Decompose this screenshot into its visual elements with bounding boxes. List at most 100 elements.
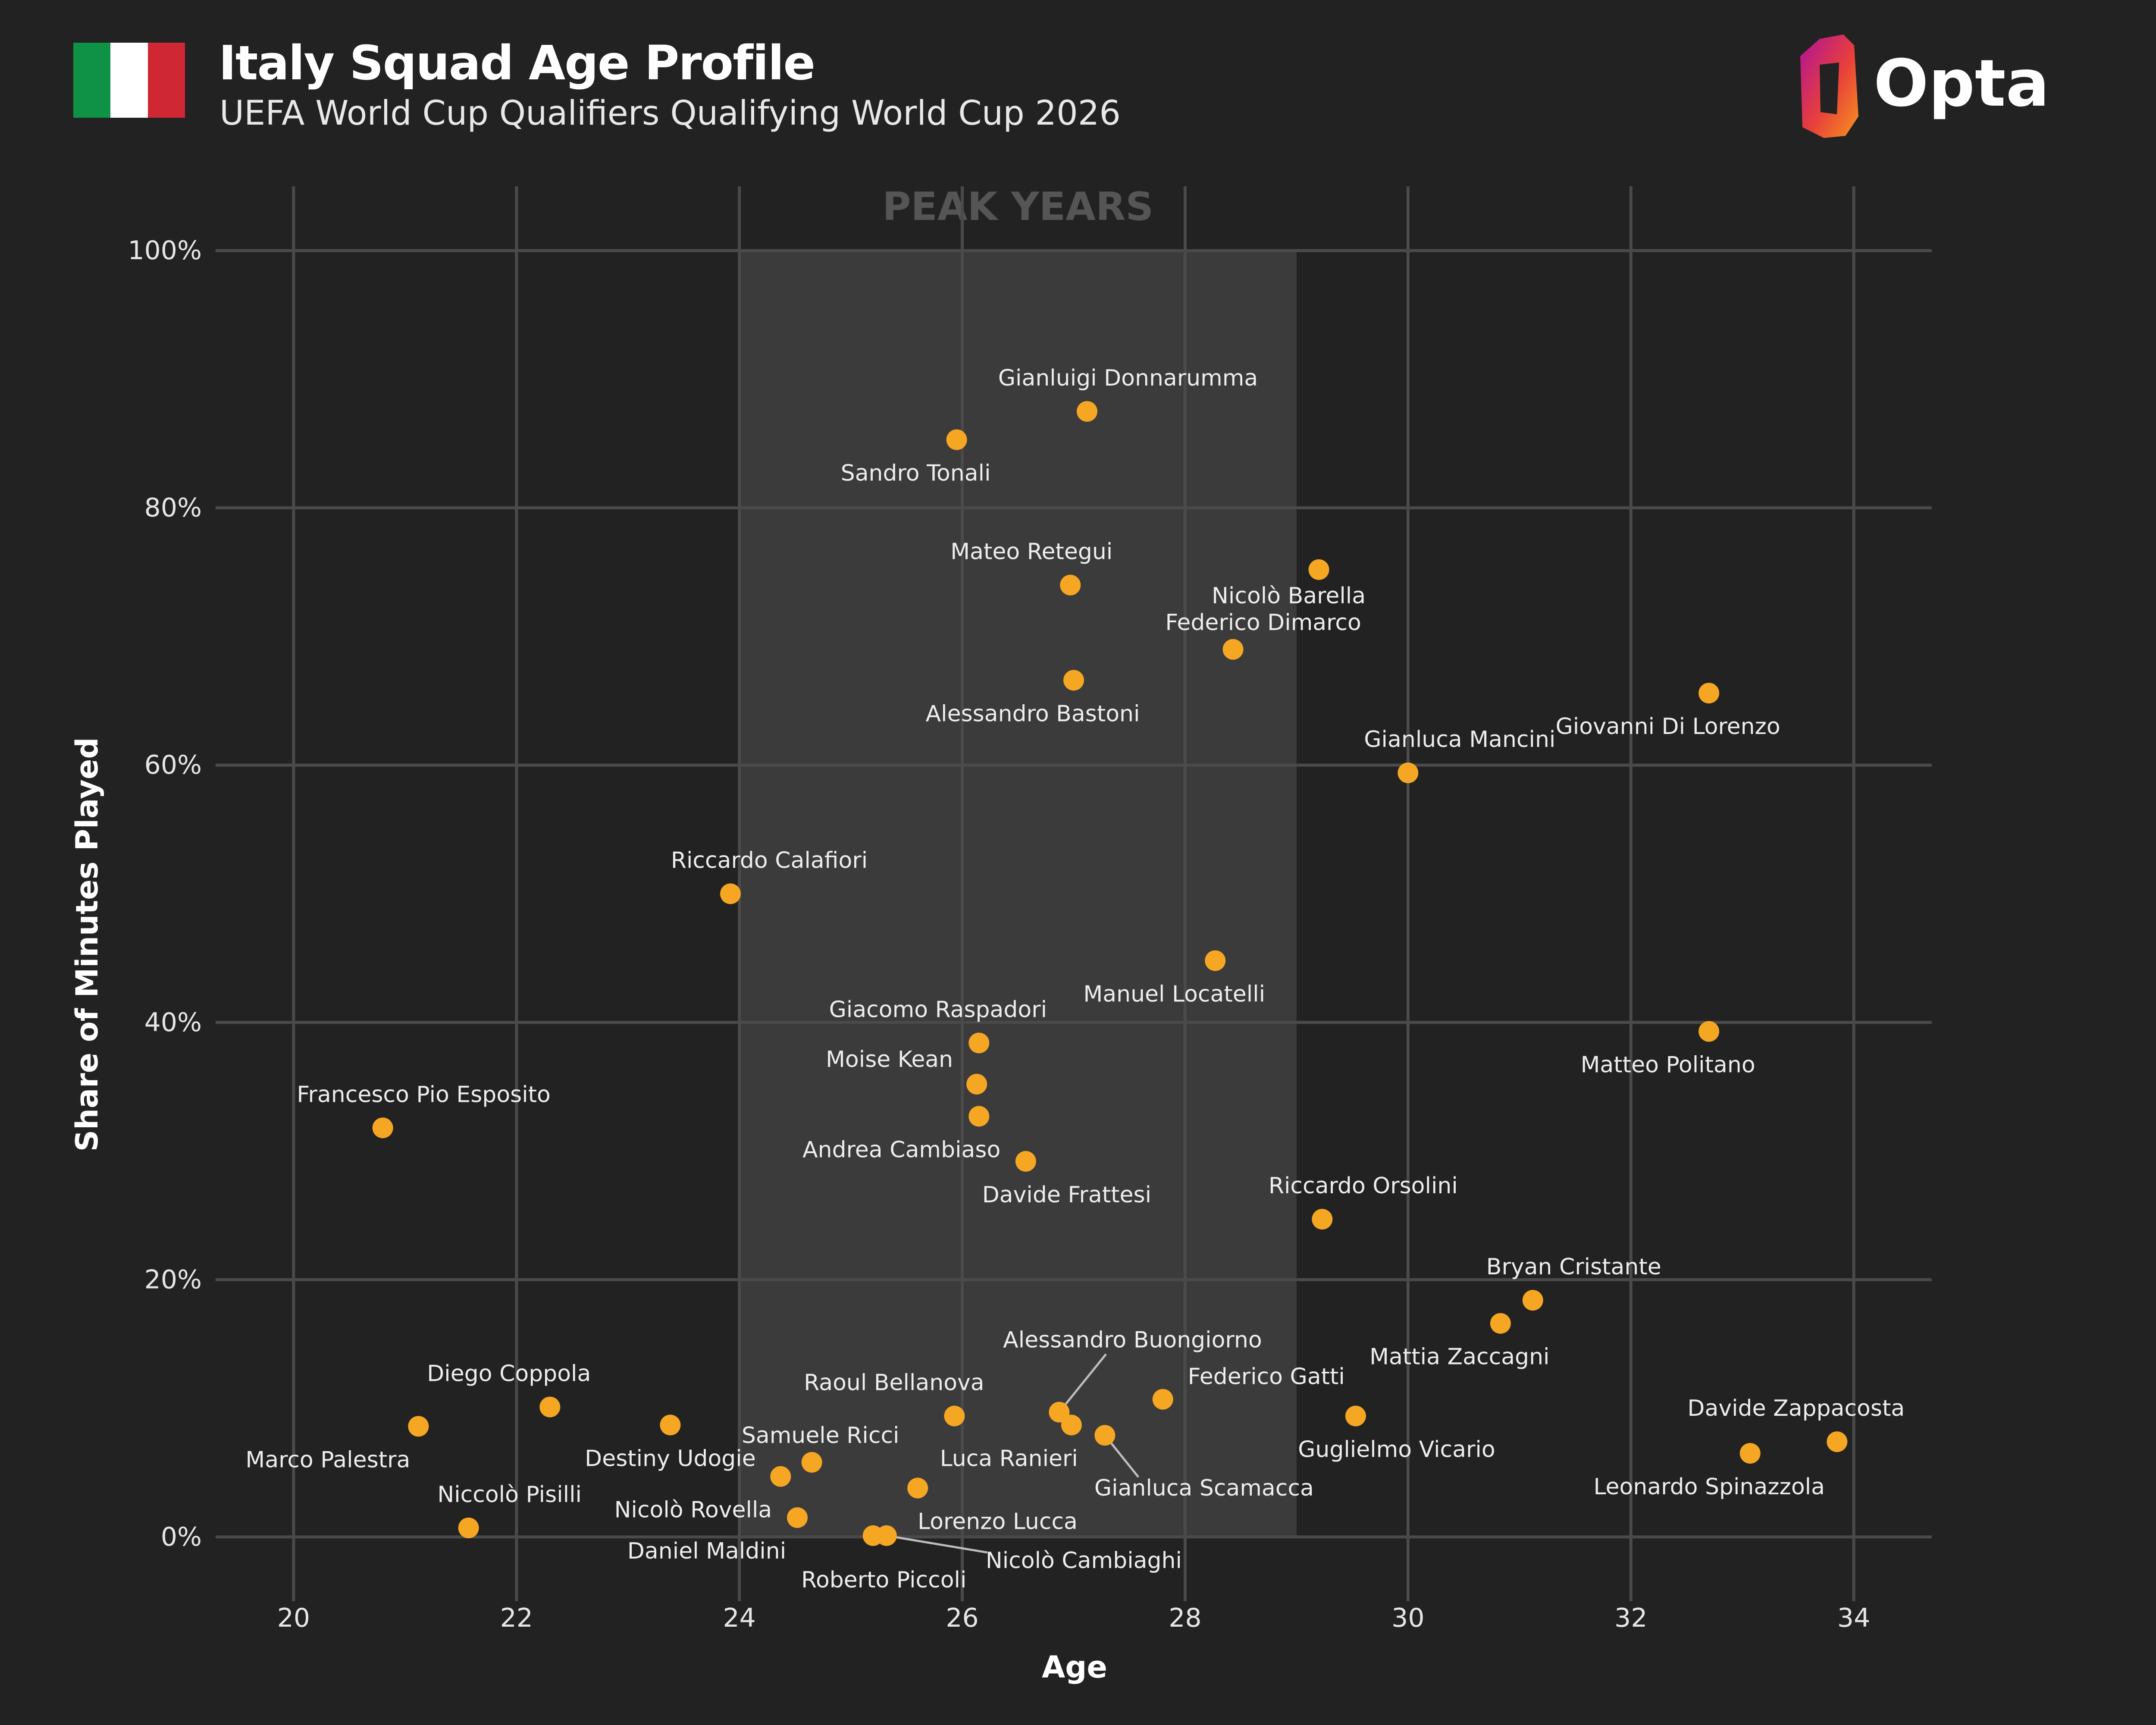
data-point	[1490, 1313, 1511, 1334]
data-point	[876, 1525, 897, 1546]
data-label: Destiny Udogie	[585, 1446, 756, 1471]
y-tick-label: 80%	[144, 493, 202, 523]
data-label: Leonardo Spinazzola	[1593, 1474, 1825, 1500]
x-tick-label: 28	[1169, 1603, 1201, 1633]
data-point	[801, 1452, 822, 1473]
data-label: Luca Ranieri	[940, 1446, 1078, 1471]
data-label: Davide Zappacosta	[1687, 1396, 1905, 1421]
flag-white-stripe	[110, 43, 148, 118]
data-point	[1398, 762, 1419, 784]
x-tick-label: 30	[1391, 1603, 1424, 1633]
grid-layer	[216, 186, 1932, 1601]
data-label: Davide Frattesi	[982, 1182, 1151, 1208]
data-point	[787, 1507, 808, 1528]
data-point	[1152, 1389, 1173, 1410]
data-point	[1698, 683, 1720, 704]
data-point	[1063, 670, 1084, 691]
data-point	[968, 1106, 990, 1127]
data-point	[1739, 1443, 1761, 1464]
y-tick-label: 0%	[161, 1522, 202, 1552]
tick-label-layer: 0% 20% 40% 60% 80% 100% 20 22 24 26 28 30 32 34	[128, 235, 1870, 1633]
data-label: Guglielmo Vicario	[1298, 1436, 1495, 1462]
y-tick-label: 60%	[144, 750, 202, 780]
peak-years-band	[739, 251, 1297, 1537]
data-label: Alessandro Buongiorno	[1003, 1327, 1262, 1353]
data-point	[1827, 1431, 1848, 1452]
data-label: Diego Coppola	[427, 1361, 591, 1387]
data-label: Mattia Zaccagni	[1369, 1344, 1549, 1370]
data-point	[1698, 1021, 1720, 1042]
data-label: Alessandro Bastoni	[926, 701, 1140, 727]
x-tick-label: 32	[1614, 1603, 1647, 1633]
data-label: Nicolò Barella	[1212, 583, 1366, 609]
flag-red-stripe	[147, 43, 185, 118]
data-label: Matteo Politano	[1581, 1052, 1755, 1078]
x-tick-label: 24	[723, 1603, 755, 1633]
x-tick-label: 22	[500, 1603, 533, 1633]
data-label: Federico Gatti	[1188, 1364, 1345, 1390]
data-point	[968, 1032, 990, 1054]
peak-years-band-layer: PEAK YEARS	[739, 184, 1297, 1537]
data-point	[660, 1414, 681, 1436]
data-label: Roberto Piccoli	[801, 1567, 966, 1593]
data-point	[408, 1416, 429, 1437]
data-point	[1522, 1290, 1543, 1311]
data-label: Andrea Cambiaso	[802, 1137, 1000, 1163]
data-label: Moise Kean	[826, 1047, 953, 1073]
y-tick-label: 20%	[144, 1264, 202, 1295]
data-point	[966, 1073, 987, 1095]
data-point	[539, 1396, 561, 1418]
data-point	[1049, 1402, 1070, 1423]
x-tick-label: 34	[1837, 1603, 1870, 1633]
data-label: Sandro Tonali	[841, 461, 991, 486]
data-label: Gianluigi Donnarumma	[998, 365, 1258, 391]
data-label: Riccardo Orsolini	[1269, 1173, 1458, 1199]
y-axis-title: Share of Minutes Played	[69, 737, 105, 1152]
data-label: Federico Dimarco	[1165, 610, 1361, 636]
data-label: Riccardo Calafiori	[671, 848, 868, 874]
data-point	[944, 1405, 965, 1427]
data-label: Daniel Maldini	[627, 1538, 786, 1564]
data-label: Bryan Cristante	[1486, 1254, 1661, 1280]
data-point	[770, 1466, 791, 1487]
chart-subtitle: UEFA World Cup Qualifiers Qualifying Wor…	[219, 94, 1121, 133]
x-tick-label: 20	[277, 1603, 310, 1633]
data-label: Marco Palestra	[245, 1447, 410, 1473]
data-point	[1015, 1151, 1036, 1172]
data-point	[1094, 1425, 1116, 1446]
data-label: Gianluca Scamacca	[1094, 1475, 1314, 1501]
data-point	[1345, 1405, 1366, 1427]
data-label: Raoul Bellanova	[804, 1370, 984, 1396]
data-label: Mateo Retegui	[950, 539, 1112, 565]
leader-line	[1058, 1353, 1107, 1413]
data-label: Niccolò Pisilli	[437, 1482, 582, 1508]
leader-line	[886, 1534, 988, 1554]
data-point	[1312, 1209, 1333, 1230]
data-point	[1308, 559, 1329, 580]
italy-flag	[73, 43, 185, 118]
data-point	[946, 429, 967, 450]
data-label: Nicolò Rovella	[614, 1497, 772, 1523]
data-label: Giovanni Di Lorenzo	[1555, 714, 1780, 740]
data-point	[458, 1517, 479, 1538]
data-point	[1060, 574, 1081, 596]
data-point	[907, 1477, 928, 1499]
data-label: Samuele Ricci	[742, 1423, 899, 1449]
data-label: Manuel Locatelli	[1083, 982, 1265, 1007]
opta-logo-text: Opta	[1874, 46, 2049, 121]
data-point	[720, 883, 741, 904]
x-axis-title: Age	[1042, 1650, 1107, 1685]
y-tick-label: 40%	[144, 1007, 202, 1038]
data-label: Lorenzo Lucca	[918, 1509, 1078, 1535]
data-label: Francesco Pio Esposito	[297, 1082, 550, 1107]
x-tick-label: 26	[946, 1603, 978, 1633]
data-point	[1205, 950, 1226, 971]
data-label: Gianluca Mancini	[1364, 727, 1555, 753]
data-label-layer: Gianluigi Donnarumma Sandro Tonali Nicolò …	[245, 365, 1905, 1593]
data-label: Nicolò Cambiaghi	[986, 1548, 1182, 1574]
y-tick-label: 100%	[128, 235, 202, 266]
data-point-layer	[372, 401, 1848, 1546]
data-label: Giacomo Raspadori	[829, 997, 1047, 1022]
data-point	[372, 1117, 393, 1138]
